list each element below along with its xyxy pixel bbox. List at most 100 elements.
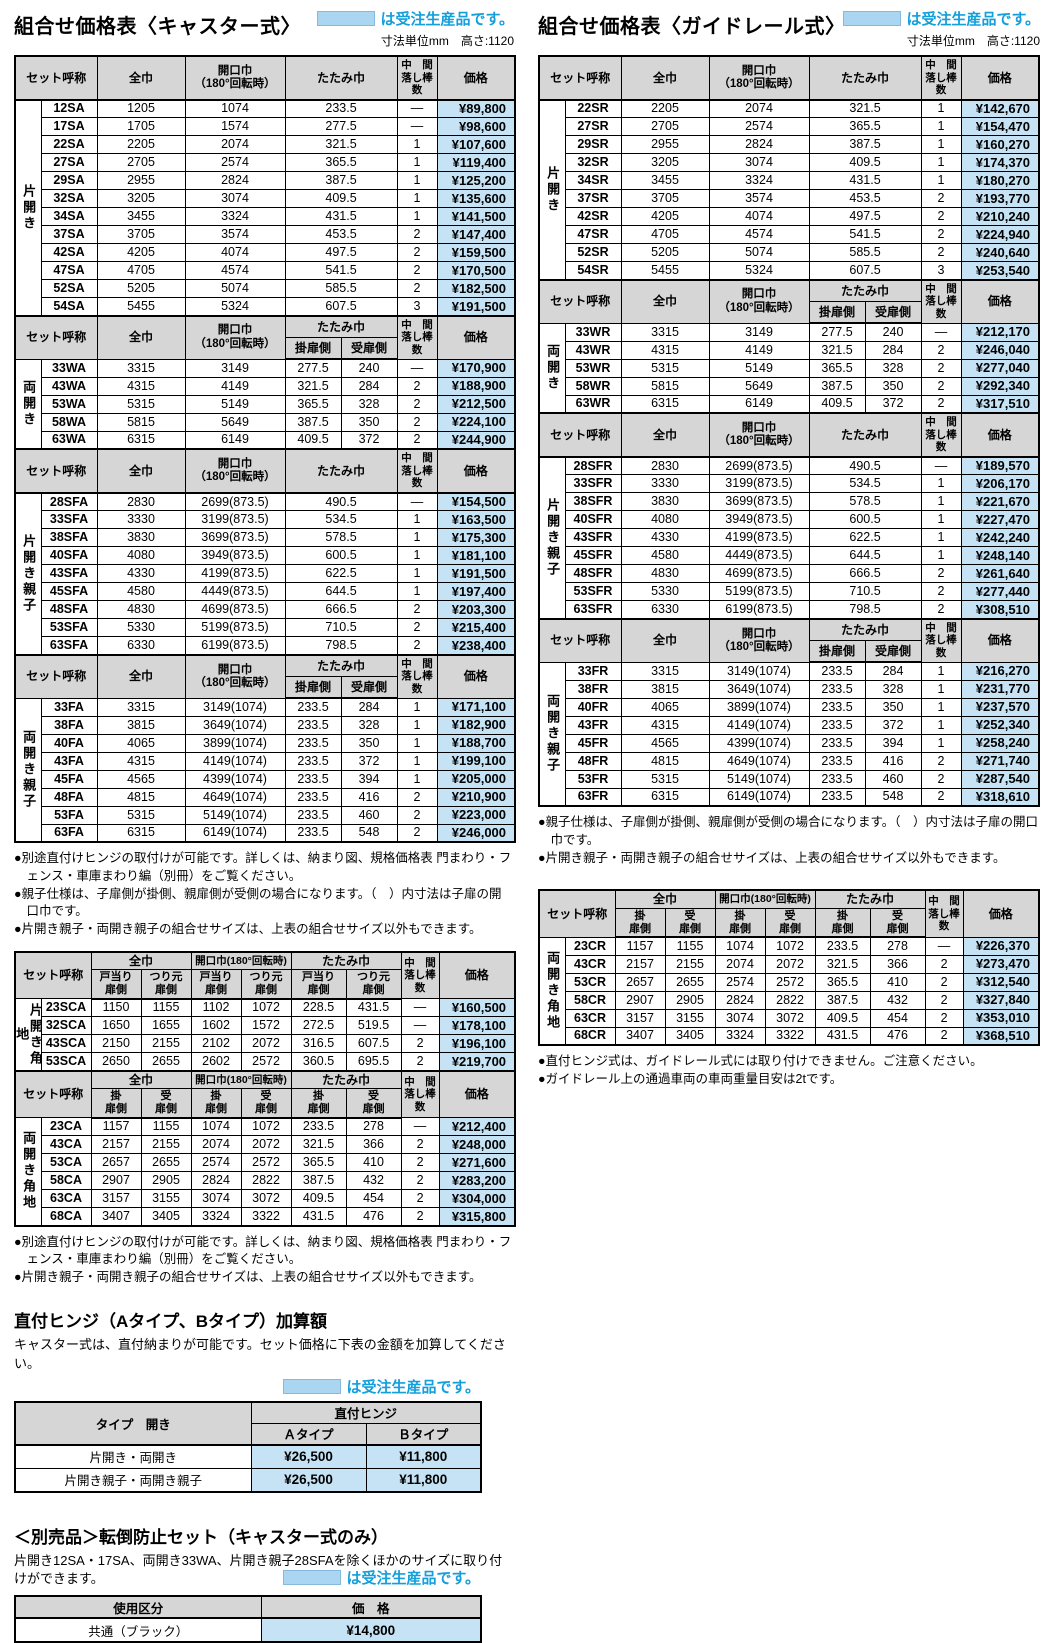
dimension-cell: 2	[924, 972, 964, 992]
set-name-cell: 37SR	[564, 189, 622, 209]
dimension-cell: 4149	[184, 376, 286, 396]
page-title-guiderail: 組合せ価格表〈ガイドレール式〉	[538, 16, 846, 38]
dimension-cell: 3407	[614, 1026, 666, 1046]
dimension-cell: 410	[345, 1153, 402, 1173]
caster-header-row: 組合せ価格表〈キャスター式〉 は受注生産品です。 寸法単位mm 高さ:1120	[14, 8, 514, 49]
page-title-caster: 組合せ価格表〈キャスター式〉	[14, 16, 301, 38]
header-row: 戸当り 扉側 つり元 扉側 戸当り 扉側 つり元 扉側 戸当り 扉側 つり元 扉側	[15, 969, 515, 1000]
column-header: 価格	[960, 278, 1040, 324]
dimension-cell: 490.5	[284, 492, 398, 512]
dimension-cell: 409.5	[284, 430, 342, 450]
column-header: 価格	[960, 55, 1040, 101]
optional-section-heading: ＜別売品＞転倒防止セット（キャスター式のみ）	[14, 1527, 388, 1547]
dimension-cell: 4399(1074)	[708, 733, 810, 753]
set-name-cell: 22SR	[564, 99, 622, 119]
price-cell: ¥292,340	[960, 376, 1040, 396]
set-name-cell: 52SR	[564, 243, 622, 263]
table-row: 42SA 4205 4074 497.5 2 ¥159,500	[15, 243, 516, 263]
section-label: 片開き角地	[14, 998, 42, 1072]
dimension-cell: 360.5	[290, 1052, 347, 1072]
dimension-cell: 4330	[96, 564, 186, 584]
price-cell: ¥178,100	[438, 1016, 516, 1036]
table-row: 48FR 4815 4649(1074) 233.5 416 2 ¥271,740	[539, 751, 1040, 771]
dimension-cell: 2074	[190, 1135, 242, 1155]
dimension-cell: 2	[400, 1034, 440, 1054]
dimension-cell: 316.5	[290, 1034, 347, 1054]
table-row: 片開き・両開き ¥26,500 ¥11,800	[14, 1443, 482, 1469]
dimension-cell: 2572	[240, 1052, 292, 1072]
column-header: 価格	[436, 55, 516, 101]
dimension-cell: 2	[924, 990, 964, 1010]
table-row: 37SR 3705 3574 453.5 2 ¥193,770	[539, 189, 1040, 209]
dimension-cell: 710.5	[284, 618, 398, 638]
set-name-cell: 48FR	[564, 751, 622, 771]
column-header: 使用区分	[14, 1595, 262, 1619]
dimension-cell: 2705	[96, 153, 186, 173]
table-row: 32SR 3205 3074 409.5 1 ¥174,370	[539, 153, 1040, 173]
set-name-cell: 53FA	[40, 805, 98, 825]
dimension-cell: 233.5	[284, 715, 342, 735]
price-cell: ¥212,500	[436, 394, 516, 414]
dimension-cell: 228.5	[290, 998, 347, 1018]
dimension-cell: 328	[864, 358, 922, 378]
dimension-cell: 328	[340, 715, 398, 735]
dimension-cell: 3574	[708, 189, 810, 209]
column-header: 受 扉側	[764, 907, 816, 939]
table-row: 34SA 3455 3324 431.5 1 ¥141,500	[15, 207, 516, 227]
dimension-cell: 3	[920, 261, 962, 281]
price-cell: ¥273,470	[962, 954, 1040, 974]
price-cell: ¥107,600	[436, 135, 516, 155]
dimension-cell: 4065	[96, 733, 186, 753]
dimension-cell: 4199(873.5)	[184, 564, 286, 584]
dimension-cell: 1	[396, 207, 438, 227]
type-cell: 片開き・両開き	[14, 1443, 252, 1469]
dimension-cell: 5199(873.5)	[708, 582, 810, 602]
dimension-cell: 3324	[708, 171, 810, 191]
table-row: 33SFA 3330 3199(873.5) 534.5 1 ¥163,500	[15, 510, 516, 530]
column-header: セット呼称	[14, 653, 98, 699]
caster-corner-table: セット呼称 全巾 開口巾(180°回転時) たたみ巾中 間 落し棒数 価格 戸当り 扉側つ…	[14, 950, 517, 1227]
dimension-cell: 2574	[184, 153, 286, 173]
dimension-cell: 240	[864, 322, 922, 342]
dimension-cell: 4149(1074)	[184, 751, 286, 771]
catalog-page: { "header_labels": { "set_name": "セット呼称"…	[14, 8, 1041, 1643]
dimension-cell: 233.5	[808, 769, 866, 789]
set-name-cell: 23CA	[40, 1117, 92, 1137]
set-name-cell: 43FA	[40, 751, 98, 771]
table-row: 43FA 4315 4149(1074) 233.5 372 1 ¥199,100	[15, 751, 516, 771]
caster-corner-notes: ●別途直付けヒンジの取付けが可能です。詳しくは、納まり図、規格価格表 門まわり・…	[14, 1234, 514, 1287]
table-row: 33SFR 3330 3199(873.5) 534.5 1 ¥206,170	[539, 474, 1040, 494]
dimension-cell: 1	[920, 733, 962, 753]
dimension-cell: 2655	[140, 1153, 192, 1173]
dimension-cell: 233.5	[808, 733, 866, 753]
dimension-cell: 350	[864, 697, 922, 717]
set-name-cell: 54SR	[564, 261, 622, 281]
dimension-cell: 2	[924, 1026, 964, 1046]
price-cell: ¥203,300	[436, 600, 516, 620]
column-header: 戸当り 扉側	[190, 969, 242, 1000]
dimension-cell: 607.5	[345, 1034, 402, 1054]
dimension-cell: 3574	[184, 225, 286, 245]
column-header: 価格	[960, 412, 1040, 458]
dimension-cell: 410	[869, 972, 926, 992]
dimension-cell: 3157	[614, 1008, 666, 1028]
column-header: 価格	[960, 617, 1040, 663]
set-name-cell: 45SFA	[40, 582, 98, 602]
dimension-cell: 4149	[708, 340, 810, 360]
table-row: 58WA 5815 5649 387.5 350 2 ¥224,100	[15, 412, 516, 432]
dimension-cell: 272.5	[290, 1016, 347, 1036]
dimension-cell: 2824	[714, 990, 766, 1010]
set-name-cell: 27SA	[40, 153, 98, 173]
dimension-cell: 3074	[708, 153, 810, 173]
dimension-cell: 666.5	[808, 564, 922, 584]
dimension-cell: 3074	[190, 1189, 242, 1209]
dimension-cell: 2	[400, 1052, 440, 1072]
price-cell: ¥258,240	[960, 733, 1040, 753]
dimension-cell: 233.5	[284, 805, 342, 825]
column-header: たたみ巾	[284, 448, 398, 494]
header-row: 掛扉側 受扉側	[15, 675, 515, 700]
dimension-cell: 284	[864, 661, 922, 681]
dimension-cell: 2102	[190, 1034, 242, 1054]
table-row: 53CA 2657 2655 2574 2572 365.5 410 2 ¥271,600	[15, 1153, 516, 1173]
table-row: 両開き親子 33FR 3315 3149(1074) 233.5 284 1 ¥216,270	[538, 661, 1040, 807]
